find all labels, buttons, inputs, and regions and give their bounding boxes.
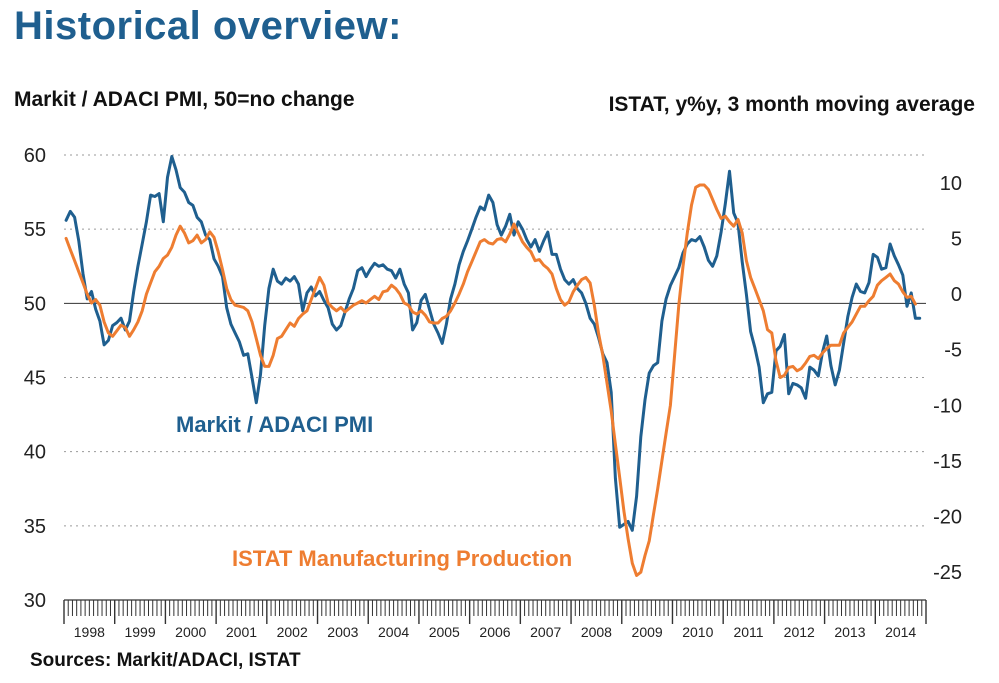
right-tick-label: 5 [951, 228, 962, 250]
right-y-axis: -25 -20 -15 -10 -5 0 5 10 [933, 173, 962, 584]
left-tick-label: 55 [24, 219, 46, 241]
right-axis-title: ISTAT, y%y, 3 month moving average [608, 93, 975, 116]
x-tick-label: 2000 [175, 624, 206, 640]
left-tick-label: 60 [24, 145, 46, 167]
gridlines [64, 154, 926, 527]
x-tick-label: 2007 [530, 624, 561, 640]
right-tick-label: -20 [933, 507, 962, 529]
x-tick-label: 2001 [226, 624, 257, 640]
x-tick-label: 2002 [277, 624, 308, 640]
x-axis: 1998 1999 2000 2001 2002 2003 2004 2005 2006 2007… [63, 599, 927, 640]
right-tick-label: -10 [933, 395, 962, 417]
left-tick-label: 30 [24, 590, 46, 612]
series-labels: Markit / ADACI PMI ISTAT Manufacturing P… [176, 412, 572, 571]
istat-series-label: ISTAT Manufacturing Production [232, 546, 572, 571]
x-tick-label: 2003 [327, 624, 358, 640]
x-tick-label: 2006 [479, 624, 510, 640]
left-tick-label: 45 [24, 368, 46, 390]
x-tick-label: 2010 [682, 624, 713, 640]
pmi-series-label: Markit / ADACI PMI [176, 412, 373, 437]
x-tick-label: 2005 [429, 624, 460, 640]
x-tick-label: 2012 [784, 624, 815, 640]
series-lines [64, 155, 922, 577]
x-tick-label: 2004 [378, 624, 409, 640]
right-tick-label: -15 [933, 451, 962, 473]
right-tick-label: 0 [951, 284, 962, 306]
right-tick-label: -25 [933, 562, 962, 584]
source-note: Sources: Markit/ADACI, ISTAT [30, 650, 301, 671]
left-tick-label: 35 [24, 516, 46, 538]
left-tick-label: 50 [24, 293, 46, 315]
right-tick-label: -5 [944, 340, 962, 362]
istat-series-line [64, 183, 917, 577]
page-title: Historical overview: [14, 4, 402, 48]
left-y-axis: 30 35 40 45 50 55 60 [24, 145, 46, 612]
x-tick-label: 2013 [834, 624, 865, 640]
x-tick-label: 2014 [885, 624, 916, 640]
x-tick-label: 2011 [733, 624, 763, 640]
x-tick-label: 2008 [581, 624, 612, 640]
right-tick-label: 10 [940, 173, 962, 195]
x-tick-label: 1999 [124, 624, 155, 640]
x-tick-label: 1998 [74, 624, 105, 640]
left-tick-label: 40 [24, 442, 46, 464]
pmi-series-line [64, 155, 922, 532]
x-tick-label: 2009 [632, 624, 663, 640]
left-axis-title: Markit / ADACI PMI, 50=no change [14, 88, 355, 111]
